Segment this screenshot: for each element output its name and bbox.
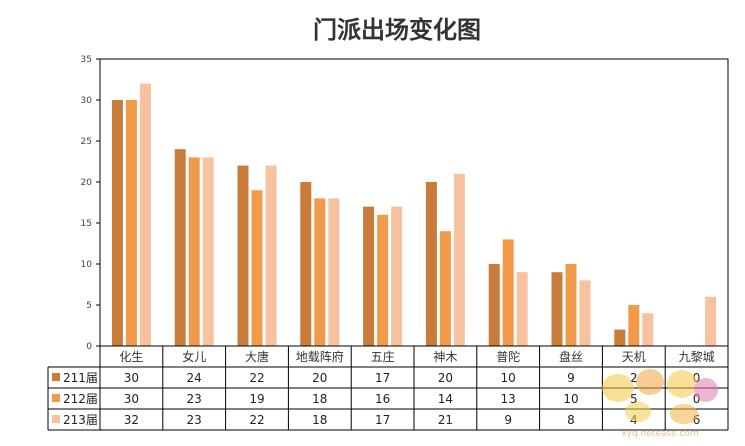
table-cell-value: 10 xyxy=(501,371,516,385)
table-cell-value: 30 xyxy=(124,392,139,406)
bar xyxy=(111,100,123,346)
category-label: 普陀 xyxy=(496,349,520,364)
table-cell-value: 5 xyxy=(630,392,638,406)
bar xyxy=(391,206,403,346)
category-label: 九黎城 xyxy=(679,350,715,364)
category-label: 五庄 xyxy=(371,349,395,364)
table-cell-value: 30 xyxy=(124,371,139,385)
bar xyxy=(705,296,717,346)
bar xyxy=(265,165,277,346)
table-cell-value: 2 xyxy=(630,371,638,385)
series-name: 211届 xyxy=(63,371,98,385)
y-tick-label: 15 xyxy=(81,219,92,229)
bar xyxy=(328,198,340,346)
bar xyxy=(642,313,654,346)
y-tick-label: 25 xyxy=(81,137,92,147)
bar xyxy=(202,157,214,346)
table-cell-value: 22 xyxy=(249,371,264,385)
bar xyxy=(300,182,312,346)
bar xyxy=(425,182,437,346)
table-cell-value: 6 xyxy=(693,413,701,427)
table-cell-value: 0 xyxy=(693,392,701,406)
category-label: 化生 xyxy=(119,350,143,364)
bar xyxy=(628,305,640,346)
y-tick-label: 0 xyxy=(86,342,92,352)
y-tick-label: 30 xyxy=(81,96,93,106)
bar xyxy=(188,157,200,346)
series-name: 212届 xyxy=(63,392,98,406)
table-cell-value: 17 xyxy=(375,371,390,385)
chart-title: 门派出场变化图 xyxy=(313,16,481,44)
category-label: 天机 xyxy=(622,350,646,364)
table-cell-value: 10 xyxy=(563,392,578,406)
legend-swatch xyxy=(52,394,60,402)
bar xyxy=(125,100,137,346)
plot-area: 0 5 10 15 20 25 30 35 xyxy=(81,55,729,352)
bar xyxy=(174,149,186,346)
table-cell-value: 9 xyxy=(504,413,512,427)
bar xyxy=(363,206,375,346)
bar xyxy=(614,329,626,346)
table-cell-value: 22 xyxy=(249,413,264,427)
table-cell-value: 0 xyxy=(693,371,701,385)
table-cell-value: 21 xyxy=(438,413,453,427)
bar xyxy=(551,272,563,346)
table-cell-value: 9 xyxy=(567,371,575,385)
bar xyxy=(453,173,465,346)
table-cell-value: 18 xyxy=(312,392,327,406)
bar xyxy=(377,214,389,346)
bar xyxy=(565,264,577,346)
table-cell-value: 8 xyxy=(567,413,575,427)
table-cell-value: 17 xyxy=(375,413,390,427)
table-cell-value: 14 xyxy=(438,392,453,406)
category-label: 女儿 xyxy=(182,349,206,364)
table-cell-value: 20 xyxy=(312,371,327,385)
bar xyxy=(237,165,249,346)
table-cell-value: 23 xyxy=(187,413,202,427)
category-label: 神木 xyxy=(433,350,457,364)
y-tick-label: 35 xyxy=(81,55,92,65)
category-label: 地载阵府 xyxy=(296,349,344,364)
table-cell-value: 19 xyxy=(249,392,264,406)
category-label: 盘丝 xyxy=(559,349,583,364)
table-cell-value: 20 xyxy=(438,371,453,385)
bar xyxy=(139,83,151,346)
bar xyxy=(488,264,500,346)
table-cell-value: 16 xyxy=(375,392,390,406)
y-tick-label: 20 xyxy=(81,178,93,188)
bar xyxy=(439,231,451,346)
legend-swatch xyxy=(52,373,60,381)
table-cell-value: 24 xyxy=(187,371,202,385)
series-name: 213届 xyxy=(63,413,98,427)
bar xyxy=(502,239,514,346)
y-tick-label: 5 xyxy=(86,301,92,311)
table-cell-value: 13 xyxy=(501,392,516,406)
bar xyxy=(314,198,326,346)
table-cell-value: 23 xyxy=(187,392,202,406)
table-cell-value: 32 xyxy=(124,413,139,427)
category-label: 大唐 xyxy=(245,349,269,364)
table-cell-value: 4 xyxy=(630,413,638,427)
table-cell-value: 18 xyxy=(312,413,327,427)
y-tick-label: 10 xyxy=(81,260,93,270)
bar xyxy=(516,272,528,346)
bar xyxy=(251,190,263,346)
bar xyxy=(579,280,591,346)
legend-swatch xyxy=(52,415,60,423)
